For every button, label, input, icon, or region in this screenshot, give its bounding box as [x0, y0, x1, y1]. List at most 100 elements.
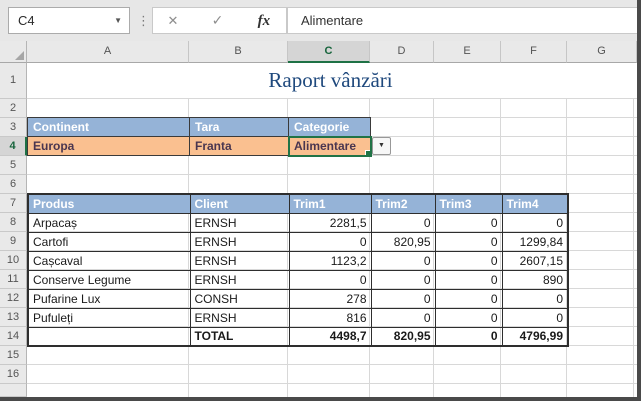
- row-header-partial[interactable]: [0, 384, 27, 397]
- column-header-d[interactable]: D: [370, 41, 434, 63]
- fill-handle[interactable]: [365, 150, 370, 155]
- row-header-13[interactable]: 13: [0, 308, 27, 327]
- select-all-icon: [15, 51, 24, 60]
- cell-trim4[interactable]: 0: [501, 212, 569, 233]
- total-label[interactable]: TOTAL: [189, 326, 290, 347]
- cell-produs[interactable]: Conserve Legume: [27, 269, 191, 290]
- cell-trim3[interactable]: 0: [434, 212, 503, 233]
- cell-trim3[interactable]: 0: [434, 307, 503, 328]
- total-trim3[interactable]: 0: [434, 326, 503, 347]
- cell-client[interactable]: ERNSH: [189, 231, 290, 252]
- total-trim1[interactable]: 4498,7: [288, 326, 372, 347]
- cell-trim3[interactable]: 0: [434, 250, 503, 271]
- total-trim2[interactable]: 820,95: [370, 326, 436, 347]
- cell-client[interactable]: ERNSH: [189, 269, 290, 290]
- sales-table: Produs Client Trim1 Trim2 Trim3 Trim4 Ar…: [27, 193, 569, 347]
- formula-toolbar: C4 ▼ ⋮ ✕ ✓ fx Alimentare: [0, 0, 637, 41]
- row-header-6[interactable]: 6: [0, 175, 27, 194]
- cell-produs[interactable]: Cașcaval: [27, 250, 191, 271]
- total-row: TOTAL 4498,7 820,95 0 4796,99: [27, 326, 569, 347]
- table-row: Pufuleți ERNSH 816 0 0 0: [27, 307, 569, 328]
- row-header-11[interactable]: 11: [0, 270, 27, 289]
- insert-function-icon[interactable]: fx: [257, 13, 271, 29]
- cell-trim3[interactable]: 0: [434, 231, 503, 252]
- row-header-2[interactable]: 2: [0, 99, 27, 118]
- cell-trim2[interactable]: 0: [370, 288, 436, 309]
- row-header-9[interactable]: 9: [0, 232, 27, 251]
- cell-trim1[interactable]: 0: [288, 269, 372, 290]
- cell-client[interactable]: ERNSH: [189, 307, 290, 328]
- cell-client[interactable]: ERNSH: [189, 250, 290, 271]
- cell-trim4[interactable]: 1299,84: [501, 231, 569, 252]
- cell-trim1[interactable]: 0: [288, 231, 372, 252]
- toolbar-separator-icon: ⋮: [137, 13, 150, 28]
- cell-trim1[interactable]: 278: [288, 288, 372, 309]
- cell-trim1[interactable]: 816: [288, 307, 372, 328]
- cell-trim3[interactable]: 0: [434, 288, 503, 309]
- cell-trim1[interactable]: 1123,2: [288, 250, 372, 271]
- row-header-1[interactable]: 1: [0, 63, 27, 99]
- cancel-icon[interactable]: ✕: [167, 13, 179, 28]
- header-trim1[interactable]: Trim1: [288, 193, 372, 214]
- cell-c3[interactable]: Categorie: [288, 117, 371, 137]
- row-header-5[interactable]: 5: [0, 156, 27, 175]
- cell-b3[interactable]: Tara: [189, 117, 289, 137]
- table-row: Cartofi ERNSH 0 820,95 0 1299,84: [27, 231, 569, 252]
- cell-client[interactable]: CONSH: [189, 288, 290, 309]
- cell-trim3[interactable]: 0: [434, 269, 503, 290]
- column-header-f[interactable]: F: [501, 41, 567, 63]
- column-header-b[interactable]: B: [189, 41, 288, 63]
- total-trim4[interactable]: 4796,99: [501, 326, 569, 347]
- cell-produs[interactable]: Cartofi: [27, 231, 191, 252]
- header-trim4[interactable]: Trim4: [501, 193, 569, 214]
- row-header-4[interactable]: 4: [0, 137, 27, 156]
- cell-trim2[interactable]: 820,95: [370, 231, 436, 252]
- enter-icon[interactable]: ✓: [211, 12, 224, 28]
- header-trim3[interactable]: Trim3: [434, 193, 503, 214]
- cell-b4[interactable]: Franta: [189, 136, 289, 156]
- cell-produs[interactable]: Arpacaș: [27, 212, 191, 233]
- cell-trim1[interactable]: 2281,5: [288, 212, 372, 233]
- cell-produs[interactable]: Pufuleți: [27, 307, 191, 328]
- header-client[interactable]: Client: [189, 193, 290, 214]
- cell-trim4[interactable]: 0: [501, 307, 569, 328]
- cell-trim4[interactable]: 890: [501, 269, 569, 290]
- cell-trim2[interactable]: 0: [370, 307, 436, 328]
- select-all-button[interactable]: [0, 41, 27, 63]
- data-validation-dropdown-button[interactable]: ▼: [372, 137, 391, 155]
- filter-table: Continent Tara Categorie Europa Franta A…: [27, 117, 372, 157]
- row-header-8[interactable]: 8: [0, 213, 27, 232]
- cell-a4[interactable]: Europa: [27, 136, 190, 156]
- report-title-cell[interactable]: Raport vânzări: [27, 63, 634, 98]
- cell-client[interactable]: ERNSH: [189, 212, 290, 233]
- column-header-g[interactable]: G: [567, 41, 637, 63]
- table-row: Pufarine Lux CONSH 278 0 0 0: [27, 288, 569, 309]
- row-header-16[interactable]: 16: [0, 365, 27, 384]
- row-header-15[interactable]: 15: [0, 346, 27, 365]
- cell-produs[interactable]: Pufarine Lux: [27, 288, 191, 309]
- row-header-14[interactable]: 14: [0, 327, 27, 346]
- column-header-e[interactable]: E: [434, 41, 501, 63]
- column-header-a[interactable]: A: [27, 41, 189, 63]
- cell-trim2[interactable]: 0: [370, 250, 436, 271]
- cell-c4-selected[interactable]: Alimentare: [287, 135, 372, 157]
- cell-a3[interactable]: Continent: [27, 117, 190, 137]
- header-trim2[interactable]: Trim2: [370, 193, 436, 214]
- cell-trim4[interactable]: 0: [501, 288, 569, 309]
- name-box-value: C4: [18, 13, 35, 28]
- row-header-12[interactable]: 12: [0, 289, 27, 308]
- chevron-down-icon: ▼: [378, 142, 385, 149]
- row-header-3[interactable]: 3: [0, 118, 27, 137]
- cell-trim2[interactable]: 0: [370, 269, 436, 290]
- name-box[interactable]: C4 ▼: [8, 7, 130, 34]
- row-header-7[interactable]: 7: [0, 194, 27, 213]
- formula-bar-input[interactable]: Alimentare: [287, 7, 637, 34]
- cell-trim2[interactable]: 0: [370, 212, 436, 233]
- header-produs[interactable]: Produs: [27, 193, 191, 214]
- name-box-dropdown-icon[interactable]: ▼: [114, 16, 122, 25]
- row-header-10[interactable]: 10: [0, 251, 27, 270]
- cell-trim4[interactable]: 2607,15: [501, 250, 569, 271]
- cell-empty[interactable]: [27, 326, 191, 347]
- column-header-c[interactable]: C: [288, 41, 370, 63]
